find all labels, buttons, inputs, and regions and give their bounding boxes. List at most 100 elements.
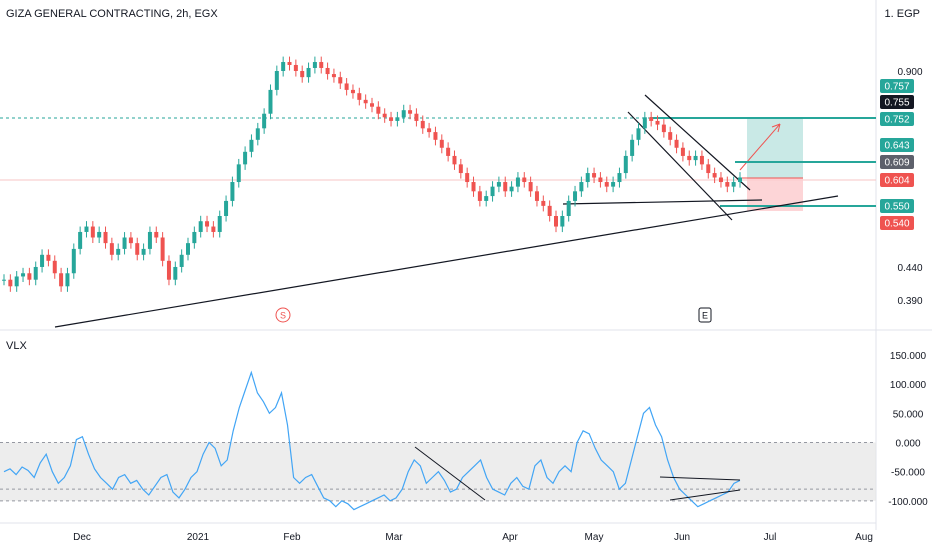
currency-label[interactable]: 1. EGP — [884, 8, 920, 20]
candle-body-29 — [186, 243, 190, 255]
x-tick-label-4: Apr — [502, 532, 518, 543]
candle-body-4 — [27, 273, 32, 280]
candle-body-51 — [325, 67, 330, 75]
price-tag-label-4: 0.609 — [884, 158, 909, 169]
candle-body-5 — [33, 266, 38, 280]
vlx-trendline-1 — [414, 446, 486, 501]
candle-body-88 — [560, 216, 565, 227]
vlx-tick-label-5: -100.000 — [888, 497, 928, 508]
candle-body-66 — [420, 120, 425, 129]
candle-body-96 — [611, 182, 616, 187]
split-marker-label: S — [280, 311, 286, 321]
candle-body-18 — [116, 248, 121, 255]
candle-body-71 — [452, 155, 457, 165]
candle-body-109 — [693, 155, 698, 161]
price-tag-3 — [880, 138, 914, 152]
candle-body-49 — [312, 62, 317, 68]
candle-body-26 — [166, 260, 171, 280]
candle-body-108 — [687, 155, 692, 161]
x-tick-label-8: Aug — [855, 532, 873, 543]
y-tick-label-2: 0.900 — [897, 67, 922, 78]
candle-body-44 — [281, 62, 286, 71]
candle-body-110 — [699, 155, 704, 165]
candle-body-75 — [477, 191, 482, 201]
candle-body-60 — [382, 113, 387, 118]
vlx-tick-label-2: 50.000 — [893, 409, 924, 420]
x-tick-label-3: Mar — [385, 532, 403, 543]
candle-body-107 — [680, 147, 685, 156]
candle-body-97 — [617, 173, 622, 183]
price-tag-2 — [880, 112, 914, 126]
price-tag-label-1: 0.755 — [884, 98, 909, 109]
x-tick-label-1: 2021 — [187, 532, 210, 543]
candle-body-105 — [668, 132, 673, 140]
candle-body-42 — [268, 89, 273, 114]
candle-body-57 — [363, 99, 368, 104]
price-tag-6 — [880, 199, 914, 213]
candle-body-13 — [84, 226, 89, 232]
candle-body-16 — [103, 231, 108, 244]
candle-body-34 — [217, 216, 222, 232]
candle-body-65 — [414, 113, 419, 121]
channel-lower — [627, 111, 733, 221]
candle-body-43 — [274, 71, 279, 90]
candle-body-100 — [636, 128, 641, 140]
y-tick-label-0: 0.390 — [897, 296, 922, 307]
candle-body-82 — [522, 177, 527, 183]
candle-body-115 — [731, 182, 736, 187]
profit-zone — [747, 118, 803, 178]
y-tick-label-1: 0.440 — [897, 263, 922, 274]
long-trendline — [54, 195, 839, 328]
price-tag-label-7: 0.540 — [884, 219, 909, 230]
candle-body-114 — [725, 182, 730, 187]
candle-body-83 — [528, 182, 533, 192]
price-tag-4 — [880, 155, 914, 169]
earnings-marker-label: E — [702, 311, 708, 321]
vlx-trendline-3 — [669, 489, 741, 501]
candle-body-103 — [655, 120, 660, 125]
price-tag-label-0: 0.757 — [884, 82, 909, 93]
candle-body-77 — [490, 186, 495, 197]
candle-body-55 — [350, 89, 355, 94]
candle-body-52 — [331, 74, 336, 78]
candle-body-40 — [255, 128, 260, 140]
candle-body-23 — [147, 231, 152, 249]
candle-body-104 — [661, 124, 666, 133]
candle-body-48 — [306, 67, 311, 78]
candle-body-33 — [211, 226, 216, 232]
candle-body-11 — [71, 248, 76, 274]
candle-body-76 — [484, 196, 489, 201]
candle-body-32 — [205, 221, 210, 227]
candle-body-15 — [97, 231, 102, 238]
candle-body-91 — [579, 182, 584, 192]
candles — [2, 56, 742, 292]
candle-body-106 — [674, 139, 679, 148]
candle-body-47 — [300, 71, 305, 78]
candle-body-61 — [389, 117, 394, 121]
candle-body-84 — [534, 191, 539, 201]
vlx-tick-label-4: -50.000 — [891, 468, 925, 479]
candle-body-98 — [623, 155, 628, 174]
vlx-tick-label-0: 150.000 — [890, 351, 927, 362]
candle-body-59 — [376, 106, 381, 114]
candle-body-7 — [46, 254, 51, 261]
candle-body-45 — [287, 62, 292, 65]
candle-body-86 — [547, 205, 552, 217]
support-line — [562, 199, 763, 205]
candle-body-3 — [21, 273, 26, 277]
candle-body-10 — [65, 273, 70, 287]
candle-body-28 — [179, 254, 184, 267]
candle-body-102 — [649, 117, 654, 121]
candle-body-56 — [357, 93, 362, 100]
candle-body-94 — [598, 177, 603, 183]
candle-body-38 — [243, 151, 248, 165]
candle-body-37 — [236, 164, 241, 183]
candle-body-2 — [14, 276, 19, 287]
candle-body-80 — [509, 186, 514, 192]
candle-body-89 — [566, 200, 571, 217]
chart-title: GIZA GENERAL CONTRACTING, 2h, EGX — [6, 8, 218, 20]
candle-body-112 — [712, 173, 717, 178]
candle-body-24 — [154, 231, 159, 238]
candle-body-72 — [458, 164, 463, 174]
